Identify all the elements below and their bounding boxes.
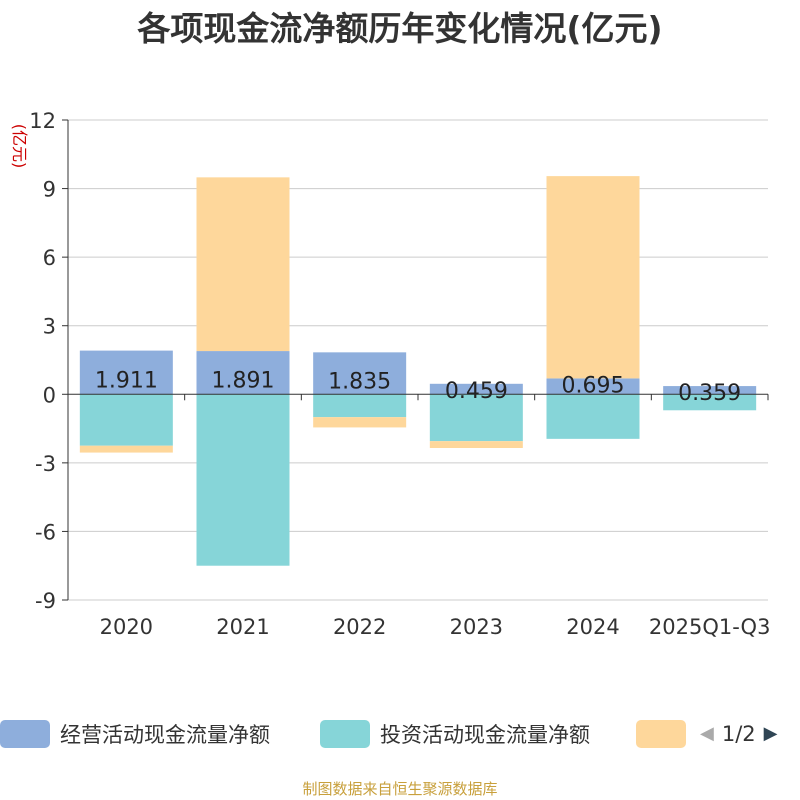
y-tick-label: 0: [43, 383, 56, 407]
legend-item-operating[interactable]: 经营活动现金流量净额: [0, 716, 270, 752]
y-axis-label: (亿元): [10, 124, 29, 169]
bar-financing: [79, 445, 173, 453]
grid-lines: [68, 119, 768, 601]
legend-prev-icon[interactable]: ◀: [700, 723, 714, 744]
legend: 经营活动现金流量净额 投资活动现金流量净额 ◀ 1/2 ▶: [0, 716, 800, 756]
bar-operating: [79, 350, 173, 395]
y-tick-label: 3: [43, 315, 56, 339]
y-tick-label: -6: [35, 520, 56, 544]
legend-pagination: ◀ 1/2 ▶: [700, 716, 777, 752]
bar-operating: [313, 352, 407, 395]
data-labels: 1.911 1.891 1.835 0.459 0.695 0.359: [95, 368, 741, 406]
bar-series: [79, 176, 757, 566]
data-label: 0.459: [445, 379, 508, 404]
chart-title: 各项现金流净额历年变化情况(亿元): [137, 9, 663, 48]
bar-operating: [546, 378, 640, 395]
data-label: 1.891: [212, 369, 275, 394]
bar-financing: [196, 177, 290, 352]
chart-area: 12 9 6 3 0 -3 -6 -9 2020 2021 2022 2023 2024 2025Q1-Q…: [10, 109, 770, 639]
bar-operating: [196, 351, 290, 395]
x-tick-label: 2021: [216, 615, 269, 639]
legend-swatch-operating: [0, 720, 50, 748]
source-note: 制图数据来自恒生聚源数据库: [302, 780, 498, 798]
legend-swatch-financing: [636, 720, 686, 748]
bar-investing: [313, 394, 407, 418]
bar-investing: [429, 394, 523, 442]
bar-investing: [196, 394, 290, 566]
data-label: 0.695: [562, 373, 625, 398]
data-label: 0.359: [678, 381, 741, 406]
y-tick-label: 9: [43, 178, 56, 202]
x-tick-label: 2025Q1-Q3: [649, 615, 771, 639]
bar-operating: [429, 383, 523, 395]
y-tick-label: 6: [43, 246, 56, 270]
y-tick-label: 12: [29, 109, 56, 133]
legend-page-indicator: 1/2: [721, 722, 756, 746]
legend-label-investing: 投资活动现金流量净额: [380, 723, 590, 747]
bar-investing: [79, 394, 173, 446]
x-tick-label: 2024: [566, 615, 619, 639]
axes: 12 9 6 3 0 -3 -6 -9 2020 2021 2022 2023 2024 2025Q1-Q…: [29, 109, 770, 639]
legend-swatch-investing: [320, 720, 370, 748]
y-tick-label: -9: [35, 589, 56, 613]
bar-investing: [663, 394, 757, 411]
data-label: 1.835: [328, 369, 391, 394]
bar-financing: [546, 176, 640, 379]
x-tick-label: 2020: [100, 615, 153, 639]
x-tick-label: 2022: [333, 615, 386, 639]
bar-investing: [546, 394, 640, 439]
data-label: 1.911: [95, 368, 158, 393]
legend-item-financing[interactable]: [636, 716, 686, 752]
bar-operating: [663, 386, 757, 395]
bar-financing: [313, 417, 407, 428]
y-tick-label: -3: [35, 452, 56, 476]
x-tick-label: 2023: [450, 615, 503, 639]
legend-label-operating: 经营活动现金流量净额: [60, 723, 270, 747]
legend-item-investing[interactable]: 投资活动现金流量净额: [320, 716, 590, 752]
legend-next-icon[interactable]: ▶: [763, 723, 778, 744]
bar-financing: [429, 441, 523, 448]
